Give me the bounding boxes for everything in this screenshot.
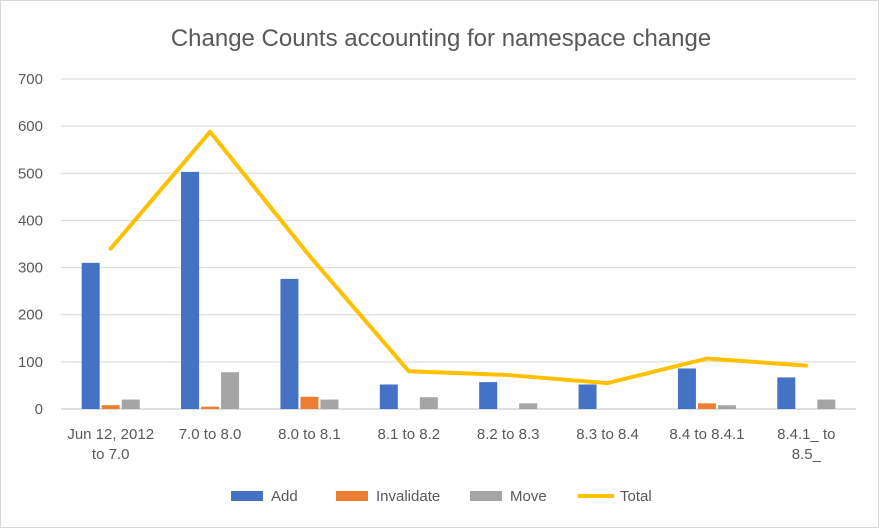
bar-move [320, 399, 339, 409]
y-tick-label: 0 [35, 401, 43, 418]
bar-move [817, 399, 836, 409]
legend-label-invalidate: Invalidate [376, 488, 440, 505]
bar-invalidate [300, 396, 319, 409]
bar-add [479, 382, 498, 409]
x-tick-label: 8.0 to 8.1 [278, 426, 341, 443]
x-tick-label: 8.1 to 8.2 [378, 426, 441, 443]
y-tick-label: 700 [18, 71, 43, 88]
bar-add [677, 368, 696, 409]
x-axis-ticks: Jun 12, 2012 to 7.0 7.0 to 8.0 8.0 to 8.1 8.… [67, 426, 835, 463]
bar-add [280, 278, 299, 409]
legend: Add Invalidate Move Total [231, 488, 652, 505]
bar-move [121, 399, 140, 409]
total-line-layer [108, 129, 809, 386]
bar-add [181, 171, 200, 409]
bar-add [379, 384, 398, 409]
x-tick-label: 8.4.1_ to 8.5_ [777, 426, 835, 463]
bar-invalidate [697, 403, 716, 409]
y-tick-label: 100 [18, 354, 43, 371]
legend-label-move: Move [510, 488, 547, 505]
chart-title: Change Counts accounting for namespace c… [171, 25, 711, 52]
legend-label-add: Add [271, 488, 298, 505]
x-tick-label: 7.0 to 8.0 [179, 426, 242, 443]
y-tick-label: 600 [18, 118, 43, 135]
y-tick-label: 500 [18, 165, 43, 182]
legend-swatch-invalidate [336, 491, 368, 501]
x-tick-label: 8.2 to 8.3 [477, 426, 540, 443]
bar-move [717, 405, 736, 409]
bar-add [81, 262, 100, 409]
bar-invalidate [201, 406, 220, 409]
x-tick-label: 8.3 to 8.4 [576, 426, 639, 443]
bar-move [221, 372, 240, 409]
legend-swatch-move [470, 491, 502, 501]
bar-move [419, 397, 438, 409]
y-tick-label: 200 [18, 307, 43, 324]
bar-move [519, 403, 538, 409]
bar-add [578, 384, 597, 409]
bar-invalidate [101, 405, 120, 409]
y-tick-label: 300 [18, 260, 43, 277]
legend-swatch-add [231, 491, 263, 501]
y-axis-ticks: 0 100 200 300 400 500 600 700 [18, 71, 43, 418]
series-line-total [108, 129, 809, 386]
x-tick-label: Jun 12, 2012 to 7.0 [67, 426, 154, 463]
bars [81, 171, 836, 409]
legend-label-total: Total [620, 488, 652, 505]
x-tick-label: 8.4 to 8.4.1 [669, 426, 744, 443]
y-tick-label: 400 [18, 212, 43, 229]
bar-add [777, 377, 796, 409]
